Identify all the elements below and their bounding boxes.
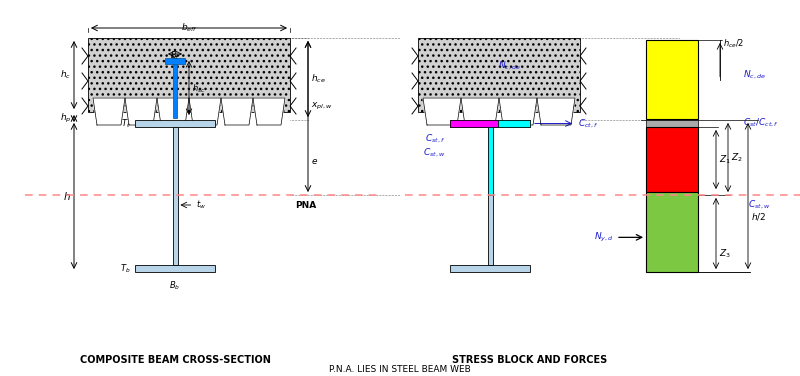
Text: $Z_2$: $Z_2$ [731, 151, 742, 164]
Text: $N_{y,d}$: $N_{y,d}$ [594, 231, 614, 244]
Bar [88, 38, 290, 112]
Text: $B_b$: $B_b$ [170, 280, 181, 293]
Polygon shape [499, 98, 537, 125]
Text: $B_i$: $B_i$ [170, 50, 180, 62]
Polygon shape [537, 98, 575, 125]
Polygon shape [221, 98, 253, 125]
Bar [487, 127, 493, 195]
Polygon shape [423, 98, 461, 125]
Text: $C_{st}/C_{ct,f}$: $C_{st}/C_{ct,f}$ [743, 117, 779, 129]
Text: $t_w$: $t_w$ [195, 199, 206, 211]
Bar [450, 265, 530, 272]
Polygon shape [189, 98, 221, 125]
Bar [173, 127, 178, 265]
Bar [165, 58, 185, 64]
Text: P.N.A. LIES IN STEEL BEAM WEB: P.N.A. LIES IN STEEL BEAM WEB [329, 365, 471, 374]
Text: $C_{st,f}$: $C_{st,f}$ [425, 133, 445, 145]
Text: STRESS BLOCK AND FORCES: STRESS BLOCK AND FORCES [452, 355, 608, 365]
Text: $T_t$: $T_t$ [122, 117, 131, 130]
Text: $h_{sc}$: $h_{sc}$ [192, 83, 206, 95]
Bar [646, 192, 698, 272]
Bar [498, 120, 530, 127]
Text: $C_{st,w}$: $C_{st,w}$ [748, 199, 770, 211]
Polygon shape [461, 98, 499, 125]
Bar [646, 120, 698, 127]
Text: $h$: $h$ [63, 190, 71, 202]
Bar [646, 127, 698, 192]
Text: $e$: $e$ [311, 156, 318, 165]
Bar [173, 58, 177, 118]
Text: $h_{ce}$: $h_{ce}$ [311, 73, 326, 85]
Text: $Z_3$: $Z_3$ [719, 247, 731, 260]
Bar [450, 120, 498, 127]
Text: $h/2$: $h/2$ [751, 211, 766, 221]
Polygon shape [253, 98, 285, 125]
Text: $Z_1$: $Z_1$ [719, 153, 731, 166]
Text: $C_{ct,f}$: $C_{ct,f}$ [578, 117, 598, 130]
Bar [450, 120, 530, 127]
Text: $N_{c,de}$: $N_{c,de}$ [498, 60, 521, 72]
Bar [135, 120, 215, 127]
Text: $b_{eff}$: $b_{eff}$ [181, 22, 198, 35]
Bar [135, 265, 215, 272]
Bar [418, 38, 580, 112]
Bar [646, 40, 698, 119]
Text: $h_p$: $h_p$ [59, 112, 71, 125]
Text: $h_{ce}/2$: $h_{ce}/2$ [723, 37, 745, 50]
Polygon shape [125, 98, 157, 125]
Text: $T_b$: $T_b$ [121, 262, 131, 275]
Text: $x_{pl,w}$: $x_{pl,w}$ [311, 101, 333, 112]
Bar [487, 127, 493, 265]
Text: $N_{c,de}$: $N_{c,de}$ [743, 68, 766, 80]
Text: $C_{st,w}$: $C_{st,w}$ [422, 147, 445, 159]
Text: $h_c$: $h_c$ [60, 69, 71, 81]
Polygon shape [157, 98, 189, 125]
Polygon shape [93, 98, 125, 125]
Text: COMPOSITE BEAM CROSS-SECTION: COMPOSITE BEAM CROSS-SECTION [79, 355, 270, 365]
Text: PNA: PNA [295, 201, 316, 210]
